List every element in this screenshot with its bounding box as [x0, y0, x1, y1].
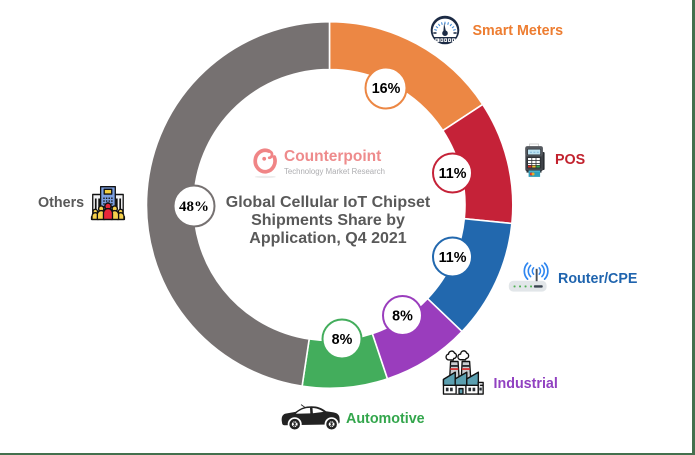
svg-text:8%: 8% [332, 332, 353, 348]
svg-text:48%: 48% [179, 199, 209, 215]
svg-text:11%: 11% [439, 166, 467, 182]
svg-text:8%: 8% [392, 309, 413, 325]
svg-text:11%: 11% [439, 250, 467, 266]
svg-text:16%: 16% [372, 81, 401, 97]
